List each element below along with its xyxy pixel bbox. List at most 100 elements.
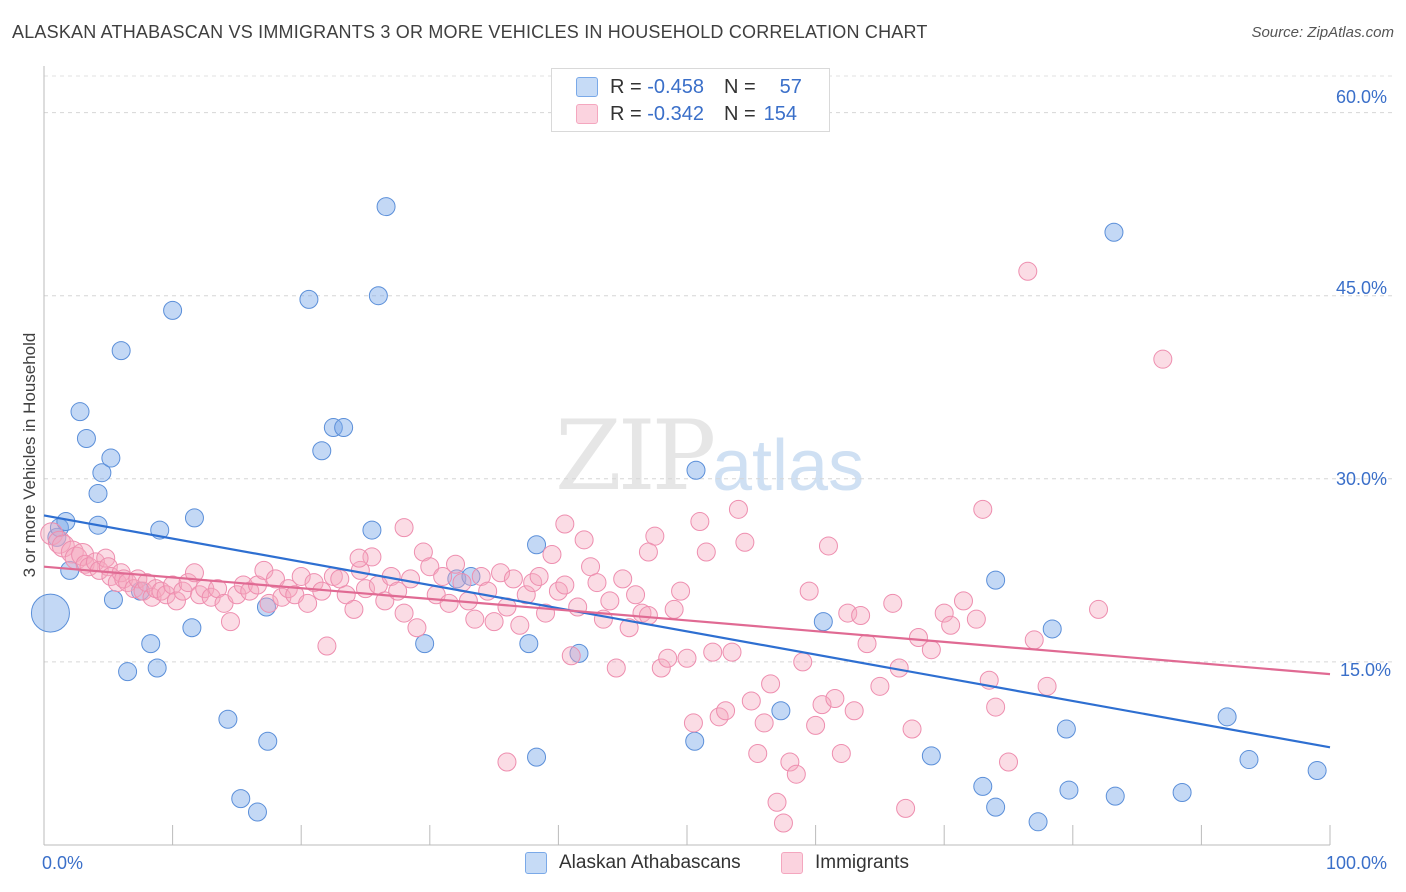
legend-r-label: R = <box>610 102 642 125</box>
athabascan-point <box>1042 619 1062 639</box>
immigrant-point <box>883 593 903 613</box>
immigrant-point <box>626 585 646 605</box>
legend-n-label: N = <box>723 102 756 125</box>
athabascan-point <box>299 289 319 309</box>
athabascan-point <box>323 418 343 438</box>
immigrant-point <box>870 676 890 696</box>
athabascan-point <box>88 483 108 503</box>
immigrant-point <box>908 627 928 647</box>
source-label: Source: ZipAtlas.com <box>1251 24 1394 41</box>
athabascan-point <box>147 658 167 678</box>
athabascan-point <box>368 286 388 306</box>
athabascan-point <box>1105 786 1125 806</box>
y-axis-label: 3 or more Vehicles in Household <box>20 332 39 578</box>
immigrant-point <box>240 581 260 601</box>
immigrant-point <box>703 642 723 662</box>
bottom-legend-athabascans: Alaskan Athabascans <box>525 852 741 874</box>
immigrant-point <box>613 569 633 589</box>
bottom-legend-label: Alaskan Athabascans <box>559 852 741 873</box>
immigrant-point <box>446 554 466 574</box>
immigrant-point <box>825 689 845 709</box>
legend-r-label: R = <box>610 75 642 98</box>
immigrant-point <box>394 603 414 623</box>
immigrant-point <box>999 752 1018 772</box>
athabascan-point <box>76 429 96 449</box>
immigrant-point <box>677 648 697 668</box>
immigrant-point <box>265 569 285 589</box>
athabascan-point <box>118 662 138 682</box>
legend-n-label: N = <box>723 75 756 98</box>
athabascan-point <box>527 535 547 555</box>
athabascan-point <box>1217 707 1237 727</box>
immigrant-point <box>190 585 210 605</box>
immigrant-point <box>741 691 761 711</box>
immigrant-point <box>516 585 536 605</box>
immigrant-point <box>542 544 562 564</box>
immigrant-point <box>349 548 369 568</box>
immigrant-point <box>941 615 961 635</box>
immigrant-point <box>317 636 337 656</box>
immigrant-point <box>735 532 755 552</box>
immigrant-point <box>683 713 703 733</box>
athabascan-point <box>163 300 183 320</box>
immigrant-point <box>491 563 511 583</box>
immigrant-point <box>921 640 941 660</box>
chart-title: ALASKAN ATHABASCAN VS IMMIGRANTS 3 OR MO… <box>12 22 928 42</box>
athabascan-point <box>312 441 332 461</box>
immigrant-point <box>696 542 716 562</box>
athabascan-point <box>921 746 941 766</box>
legend-n-value: 154 <box>763 102 798 125</box>
immigrant-point <box>831 743 851 763</box>
immigrant-point <box>330 569 350 589</box>
immigrant-point <box>793 652 813 672</box>
bottom-legend-swatch-pink <box>781 852 803 874</box>
immigrant-point <box>780 752 800 772</box>
athabascan-point <box>771 701 791 721</box>
immigrant-point <box>336 585 356 605</box>
immigrant-point <box>973 499 993 519</box>
immigrant-point <box>433 566 453 586</box>
immigrant-point <box>184 563 204 583</box>
immigrant-point <box>619 618 639 638</box>
immigrant-point <box>638 542 658 562</box>
immigrant-point <box>773 813 793 833</box>
athabascan-point <box>1172 783 1192 803</box>
immigrant-point <box>484 612 504 632</box>
legend-swatch-pink <box>576 104 598 124</box>
immigrant-point <box>497 752 517 772</box>
immigrant-point <box>658 648 678 668</box>
bottom-legend-immigrants: Immigrants <box>781 852 909 874</box>
athabascan-point <box>103 590 123 610</box>
immigrant-point <box>574 530 594 550</box>
immigrant-point <box>818 536 838 556</box>
bottom-legend-swatch-blue <box>525 852 547 874</box>
immigrant-point <box>851 606 871 626</box>
athabascan-point <box>218 709 238 729</box>
immigrant-point <box>420 557 440 577</box>
immigrant-point <box>986 697 1006 717</box>
athabascan-point <box>182 618 202 638</box>
athabascan-point <box>92 463 112 483</box>
immigrant-point <box>555 575 575 595</box>
athabascan-point <box>986 570 1006 590</box>
immigrant-point <box>298 593 318 613</box>
athabascan-point <box>986 797 1006 817</box>
y-tick-30: 30.0% <box>1336 469 1388 489</box>
immigrant-point <box>529 566 549 586</box>
athabascan-point <box>376 197 396 217</box>
legend-r-value: -0.458 <box>647 75 704 98</box>
athabascan-point <box>569 643 589 663</box>
immigrant-point <box>844 701 864 721</box>
immigrant-point <box>857 634 877 654</box>
athabascan-point <box>258 731 278 751</box>
athabascan-point <box>334 418 354 438</box>
legend-n-value: 57 <box>779 75 802 98</box>
athabascan-point <box>519 634 539 654</box>
legend: R = -0.458 N = 57 R = -0.342 N = 154 <box>551 68 830 132</box>
y-tick-60: 60.0% <box>1336 87 1388 107</box>
immigrant-point <box>401 569 421 589</box>
immigrant-point <box>664 599 684 619</box>
immigrant-point <box>1037 676 1057 696</box>
bottom-legend-label: Immigrants <box>815 852 909 873</box>
